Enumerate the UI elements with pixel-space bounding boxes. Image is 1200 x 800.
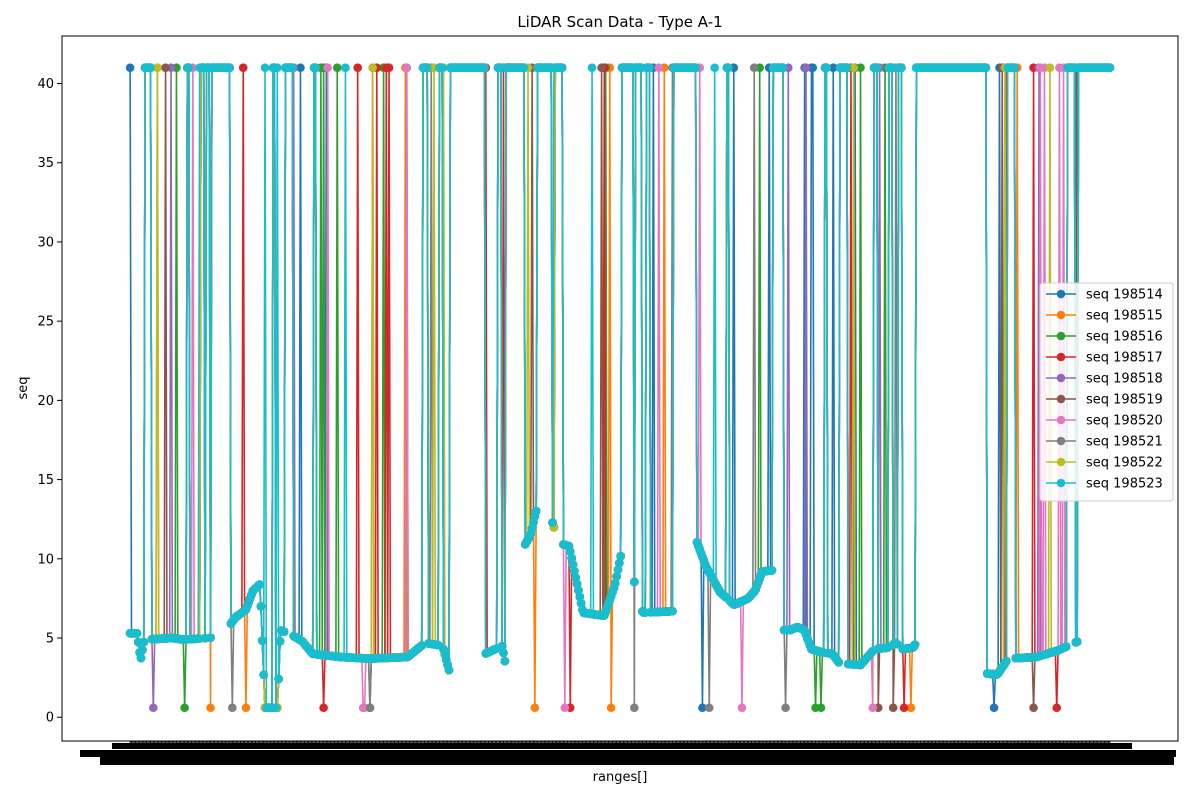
- data-point: [989, 703, 999, 713]
- data-point: [698, 703, 707, 713]
- data-point: [597, 63, 606, 72]
- data-point: [654, 63, 664, 72]
- data-point: [241, 703, 251, 713]
- data-point: [560, 703, 570, 713]
- data-point: [149, 703, 158, 713]
- data-point: [402, 63, 412, 72]
- data-point: [906, 703, 916, 713]
- data-point: [238, 63, 248, 72]
- data-point: [808, 63, 818, 72]
- data-point: [856, 63, 865, 72]
- data-point: [530, 703, 540, 713]
- data-point: [319, 703, 328, 713]
- data-point: [801, 63, 811, 72]
- data-point: [180, 703, 189, 713]
- data-point: [606, 703, 616, 713]
- data-point: [828, 63, 838, 72]
- data-point: [888, 703, 898, 713]
- chart-title: LiDAR Scan Data - Type A-1: [517, 13, 722, 31]
- data-point: [323, 63, 333, 72]
- data-point: [1052, 703, 1062, 713]
- data-point: [1029, 703, 1038, 713]
- data-point: [332, 63, 342, 72]
- data-point: [206, 703, 215, 713]
- data-point: [296, 63, 305, 72]
- data-point: [816, 703, 826, 713]
- data-point: [384, 63, 394, 72]
- plot-area: [125, 63, 1115, 713]
- data-point: [161, 63, 170, 72]
- data-point: [125, 63, 135, 72]
- data-point: [353, 63, 362, 72]
- data-point: [868, 703, 878, 713]
- data-point: [737, 703, 747, 713]
- data-point: [899, 703, 909, 713]
